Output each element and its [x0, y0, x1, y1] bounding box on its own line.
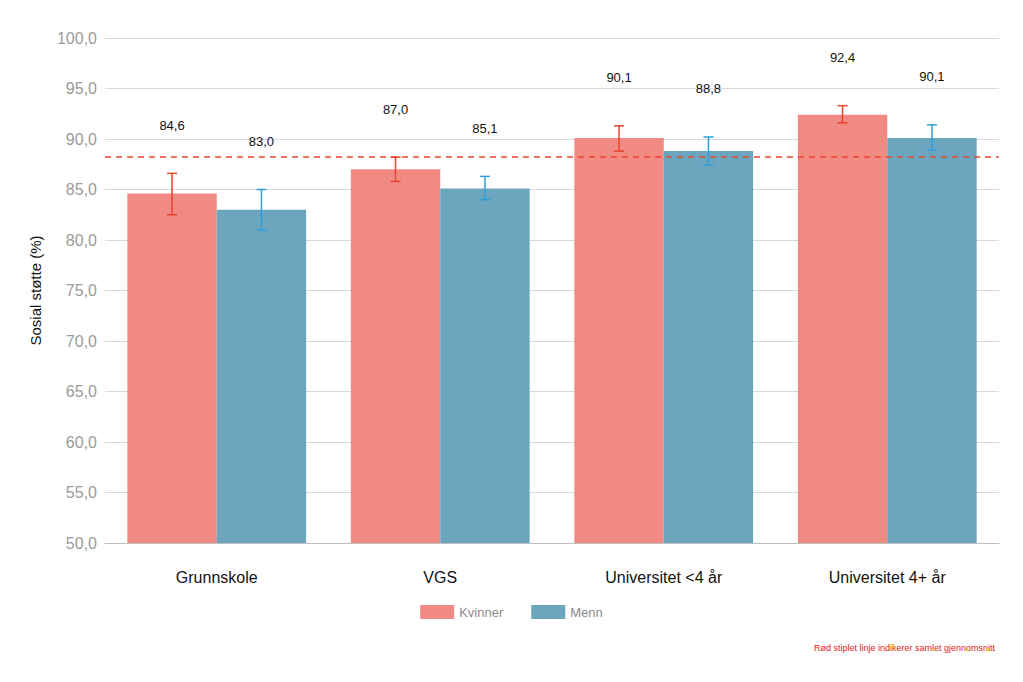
svg-text:Universitet <4 år: Universitet <4 år: [605, 569, 723, 586]
svg-text:87,0: 87,0: [383, 102, 408, 117]
svg-text:88,8: 88,8: [696, 81, 721, 96]
svg-text:Rød stiplet linje indikerer sa: Rød stiplet linje indikerer samlet gjenn…: [814, 643, 996, 653]
svg-text:85,0: 85,0: [66, 181, 97, 198]
svg-text:70,0: 70,0: [66, 333, 97, 350]
svg-text:Sosial støtte (%): Sosial støtte (%): [27, 235, 44, 345]
svg-text:60,0: 60,0: [66, 434, 97, 451]
svg-text:65,0: 65,0: [66, 383, 97, 400]
svg-text:80,0: 80,0: [66, 232, 97, 249]
svg-text:75,0: 75,0: [66, 282, 97, 299]
svg-text:100,0: 100,0: [57, 30, 97, 47]
svg-text:50,0: 50,0: [66, 535, 97, 552]
svg-text:95,0: 95,0: [66, 80, 97, 97]
svg-text:90,0: 90,0: [66, 131, 97, 148]
svg-text:Menn: Menn: [570, 605, 603, 620]
svg-text:VGS: VGS: [423, 569, 457, 586]
svg-text:Grunnskole: Grunnskole: [176, 569, 258, 586]
svg-text:84,6: 84,6: [159, 118, 184, 133]
svg-text:90,1: 90,1: [606, 70, 631, 85]
svg-text:92,4: 92,4: [830, 50, 855, 65]
svg-text:90,1: 90,1: [919, 69, 944, 84]
svg-text:83,0: 83,0: [249, 134, 274, 149]
svg-text:Kvinner: Kvinner: [459, 605, 504, 620]
svg-text:55,0: 55,0: [66, 484, 97, 501]
svg-text:85,1: 85,1: [472, 121, 497, 136]
svg-text:Universitet 4+ år: Universitet 4+ år: [829, 569, 947, 586]
